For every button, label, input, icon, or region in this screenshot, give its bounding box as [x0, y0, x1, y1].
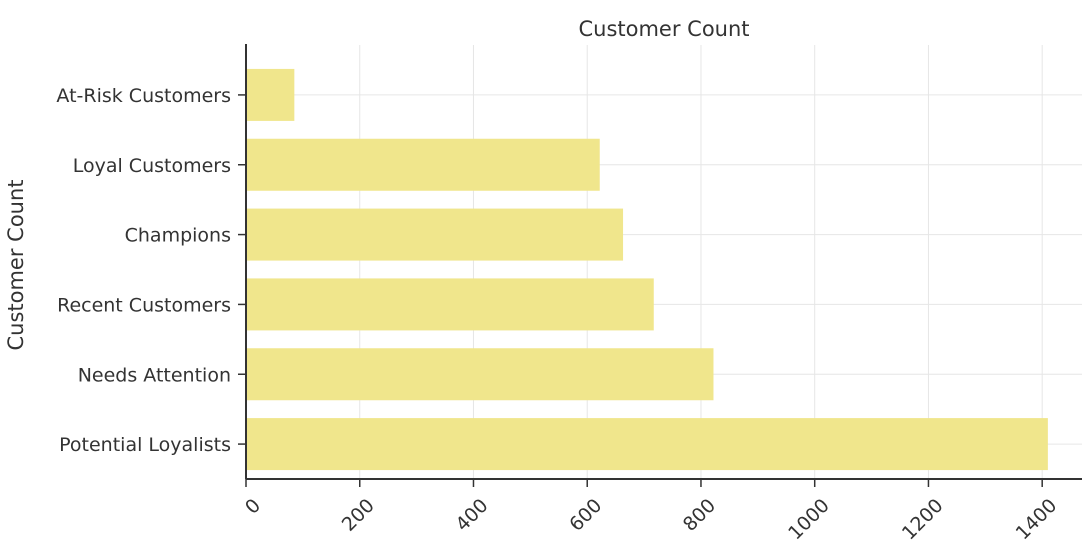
x-tick-label: 1400 [1012, 495, 1062, 545]
x-tick-label: 600 [565, 495, 606, 536]
y-tick-label: Potential Loyalists [59, 434, 231, 456]
bar-needs-attention [246, 348, 714, 401]
bar-recent-customers [246, 278, 654, 331]
y-tick-label: Needs Attention [78, 364, 231, 386]
bars [246, 68, 1048, 471]
y-axis-label: Customer Count [4, 179, 28, 350]
bar-champions [246, 208, 624, 261]
x-tick-label: 200 [338, 495, 379, 536]
bar-loyal-customers [246, 138, 600, 191]
x-tick-label: 400 [451, 495, 492, 536]
axes [238, 44, 1082, 487]
y-tick-label: Champions [125, 225, 231, 247]
x-tick-label: 1000 [784, 495, 834, 545]
grid-lines [245, 45, 1082, 479]
y-tick-label: Loyal Customers [73, 155, 231, 177]
chart-title: Customer Count [578, 17, 749, 41]
x-tick-label: 800 [679, 495, 720, 536]
y-tick-label: Recent Customers [57, 294, 231, 316]
x-tick-label: 1200 [898, 495, 948, 545]
x-tick-label: 0 [241, 495, 265, 519]
y-tick-label: At-Risk Customers [56, 85, 231, 107]
bar-at-risk-customers [246, 68, 295, 121]
bar-potential-loyalists [246, 418, 1048, 471]
